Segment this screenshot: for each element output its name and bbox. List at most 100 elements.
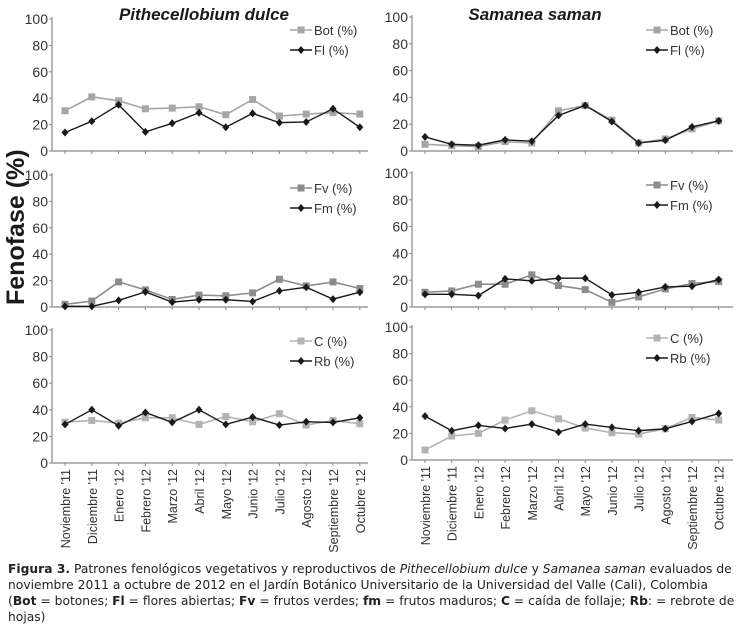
- y-tick-label: 100: [385, 9, 409, 25]
- data-point: [195, 108, 203, 117]
- x-tick-label: Octubre '12: [713, 466, 727, 530]
- x-tick-label: Diciembre '11: [86, 469, 100, 544]
- legend-label: Fl (%): [314, 43, 349, 58]
- series-line-fm: [65, 286, 360, 308]
- y-tick-label: 40: [392, 245, 408, 261]
- data-point: [168, 414, 176, 422]
- data-point: [421, 140, 429, 148]
- data-point: [715, 416, 723, 424]
- y-tick-label: 100: [25, 167, 49, 183]
- data-point: [329, 418, 337, 427]
- y-tick-label: 20: [32, 273, 48, 289]
- caption-abbr: C: [500, 594, 510, 608]
- data-point: [581, 274, 589, 283]
- data-point: [115, 100, 123, 109]
- data-point: [501, 416, 509, 424]
- data-point: [61, 302, 69, 311]
- y-tick-label: 0: [400, 452, 408, 468]
- data-point: [474, 291, 482, 300]
- data-point: [608, 117, 616, 126]
- y-tick-label: 80: [392, 346, 408, 362]
- data-point: [715, 275, 723, 284]
- data-point: [141, 127, 149, 136]
- data-point: [195, 295, 203, 304]
- data-point: [688, 417, 696, 426]
- data-point: [302, 417, 310, 426]
- data-point: [141, 105, 149, 113]
- data-point: [474, 429, 482, 437]
- data-point: [448, 140, 456, 149]
- series-line-c: [424, 409, 719, 451]
- data-point: [61, 420, 69, 429]
- data-point: [661, 424, 669, 433]
- caption-species: Samanea saman: [542, 562, 646, 576]
- x-tick-label: Marzo '12: [526, 466, 540, 521]
- data-point: [356, 110, 364, 118]
- caption-abbr: Rb: [629, 594, 648, 608]
- x-tick-label: Noviembre '11: [419, 466, 433, 545]
- legend-marker: [297, 46, 305, 54]
- series-line-fv: [64, 278, 360, 306]
- data-point: [249, 96, 257, 104]
- legend-label: Fm (%): [314, 201, 357, 216]
- data-point: [421, 290, 429, 299]
- data-point: [356, 413, 364, 422]
- x-tick-label: Febrero '12: [499, 466, 513, 530]
- data-point: [249, 297, 257, 306]
- legend-label: C (%): [314, 334, 347, 349]
- x-tick-label: Agosto '12: [659, 466, 673, 525]
- x-tick-label: Septiembre '12: [686, 466, 700, 550]
- data-point: [356, 288, 364, 297]
- data-point: [275, 286, 283, 295]
- y-tick-label: 40: [32, 90, 48, 106]
- x-tick-label: Mayo '12: [220, 469, 234, 519]
- caption-abbr: Bot: [12, 594, 37, 608]
- x-tick-label: Julio '12: [633, 466, 647, 512]
- y-tick-label: 80: [32, 37, 48, 53]
- caption-text: = frutos verdes;: [255, 594, 363, 608]
- y-tick-label: 20: [392, 116, 408, 132]
- y-tick-label: 60: [32, 375, 48, 391]
- chart-title: Pithecellobium dulce: [119, 5, 289, 24]
- data-point: [448, 426, 456, 435]
- data-point: [249, 413, 257, 422]
- legend-marker: [653, 201, 661, 209]
- chart-title: Samanea saman: [468, 5, 601, 24]
- data-point: [555, 111, 562, 120]
- series-line-bot: [424, 104, 719, 148]
- y-tick-label: 80: [392, 36, 408, 52]
- x-tick-label: Enero '12: [472, 466, 486, 519]
- x-tick-label: Octubre '12: [354, 469, 368, 533]
- y-tick-label: 40: [392, 89, 408, 105]
- x-tick-label: Junio '12: [606, 466, 620, 516]
- x-tick-label: Noviembre '11: [59, 469, 73, 548]
- data-point: [195, 405, 203, 414]
- data-point: [275, 118, 283, 127]
- data-point: [474, 280, 482, 288]
- series-line-fm: [425, 277, 719, 297]
- y-tick-label: 100: [385, 165, 409, 181]
- data-point: [222, 412, 230, 420]
- data-point: [141, 287, 149, 296]
- data-point: [302, 117, 310, 126]
- legend-label: Rb (%): [670, 351, 710, 366]
- legend-label: C (%): [670, 331, 703, 346]
- data-point: [249, 289, 257, 297]
- y-tick-label: 0: [40, 143, 48, 159]
- data-point: [715, 409, 723, 418]
- data-point: [275, 410, 283, 418]
- legend-marker: [297, 337, 305, 345]
- caption-abbr: Fv: [239, 594, 256, 608]
- legend-marker: [653, 46, 661, 54]
- data-point: [168, 298, 176, 307]
- legend-label: Bot (%): [670, 23, 713, 38]
- shared-y-axis-label: Fenofase (%): [2, 149, 30, 305]
- data-point: [275, 275, 283, 283]
- figure-caption: Figura 3. Patrones fenológicos vegetativ…: [8, 561, 736, 625]
- legend-marker: [297, 26, 305, 34]
- caption-abbr: fm: [362, 594, 382, 608]
- series-line-fv: [424, 273, 719, 304]
- legend-marker: [297, 204, 305, 212]
- data-point: [302, 283, 310, 292]
- y-tick-label: 80: [32, 193, 48, 209]
